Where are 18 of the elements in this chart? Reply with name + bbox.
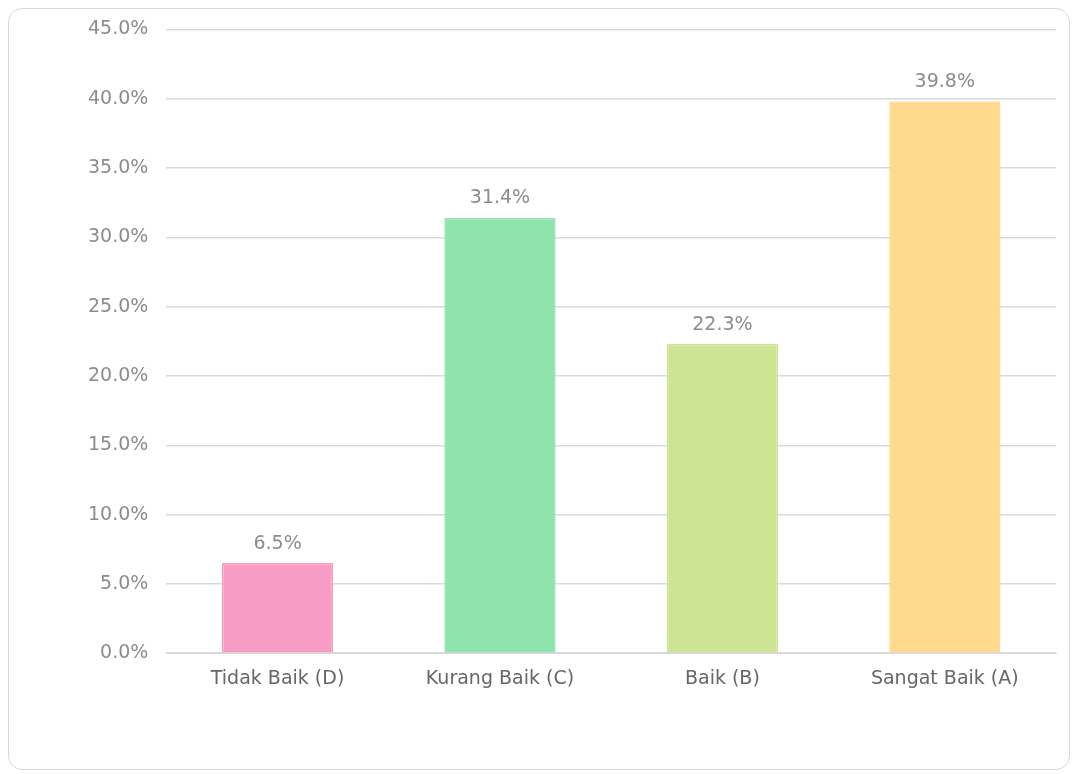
y-tick-label: 25.0% <box>88 293 149 316</box>
y-tick-label: 10.0% <box>88 501 149 524</box>
y-tick-label: 35.0% <box>88 154 149 177</box>
x-tick-label: Baik (B) <box>684 665 760 688</box>
y-tick-label: 40.0% <box>88 85 149 108</box>
data-label: 6.5% <box>253 530 302 553</box>
x-tick-label: Sangat Baik (A) <box>870 665 1019 688</box>
data-label: 31.4% <box>469 185 531 208</box>
y-tick-label: 15.0% <box>88 432 149 455</box>
x-tick-label: Tidak Baik (D) <box>209 665 345 688</box>
y-tick-label: 45.0% <box>88 16 149 39</box>
data-label: 39.8% <box>914 68 975 91</box>
y-tick-label: 20.0% <box>88 362 149 385</box>
data-label: 22.3% <box>692 311 753 334</box>
y-tick-label: 30.0% <box>88 224 149 247</box>
x-tick-label: Kurang Baik (C) <box>425 665 575 688</box>
y-tick-label: 0.0% <box>100 640 149 663</box>
y-tick-label: 5.0% <box>100 570 149 593</box>
